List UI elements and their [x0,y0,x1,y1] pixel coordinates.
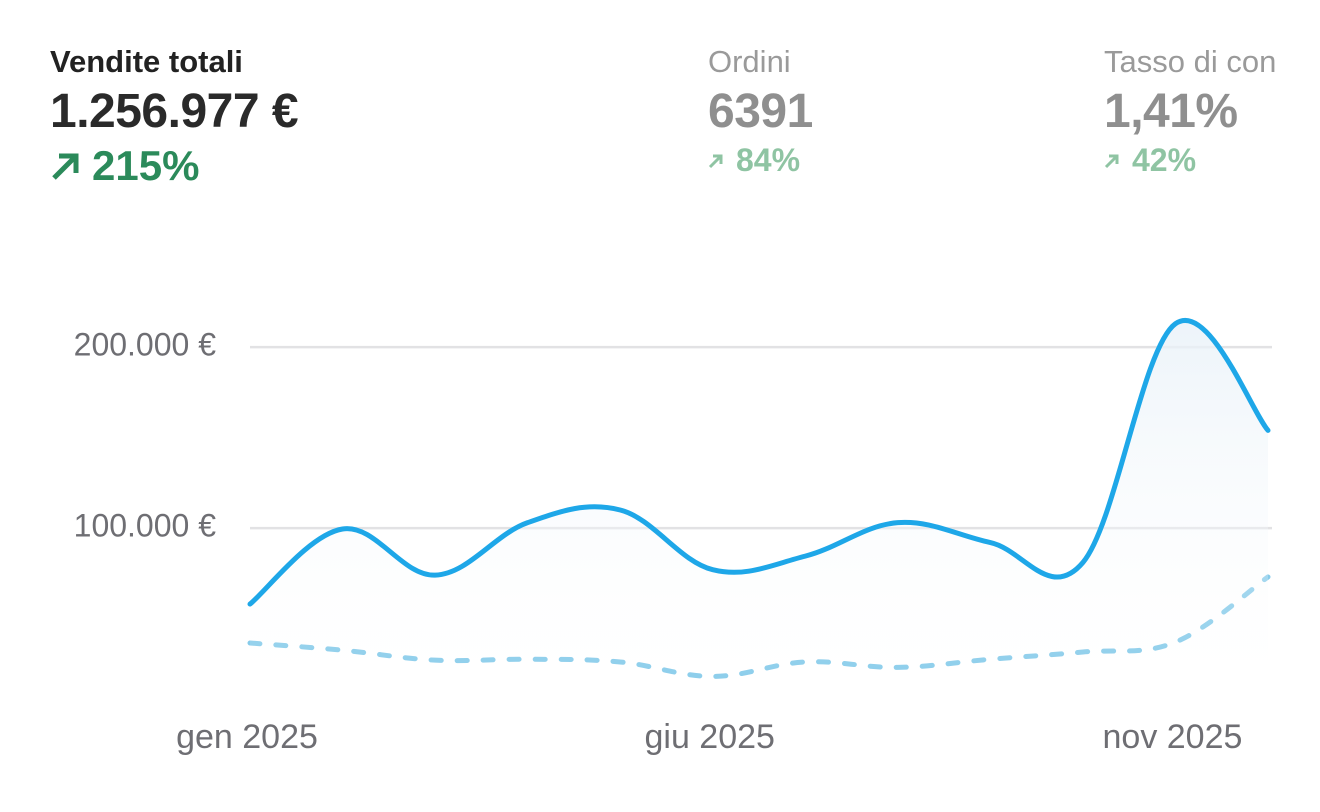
kpi-value: 6391 [708,85,813,138]
kpi: Ordini 6391 84% [708,40,813,179]
x-tick-label: gen 2025 [176,718,318,756]
kpi-title: Tasso di con [1104,44,1277,79]
kpi-change: 42% [1104,142,1320,179]
kpi-value: 1.256.977 € [50,85,299,138]
kpi-change-value: 84% [736,142,801,178]
trend-arrow [708,154,723,168]
line [247,318,1271,607]
kpi-title: Vendite totali [50,44,243,79]
kpi-title: Ordini [708,44,791,79]
kpi-change: 215% [50,142,298,190]
area [250,320,1268,709]
y-tick-label: 100.000 € [74,508,217,544]
kpi-change-value: 215% [92,142,200,189]
kpi-value: 1,41% [1104,85,1238,138]
y-tick-label: 200.000 € [74,327,217,363]
kpi-change-value: 42% [1132,142,1197,178]
kpi: Tasso di con 1,41% 42% [1104,40,1320,179]
x-tick-label: giu 2025 [644,718,774,756]
x-tick-label: nov 2025 [1103,718,1243,756]
trend-arrow [52,153,79,180]
kpi: Vendite totali 1.256.977 € 215% [50,40,299,190]
trend-arrow [1104,154,1119,168]
kpi-change: 84% [708,142,813,179]
